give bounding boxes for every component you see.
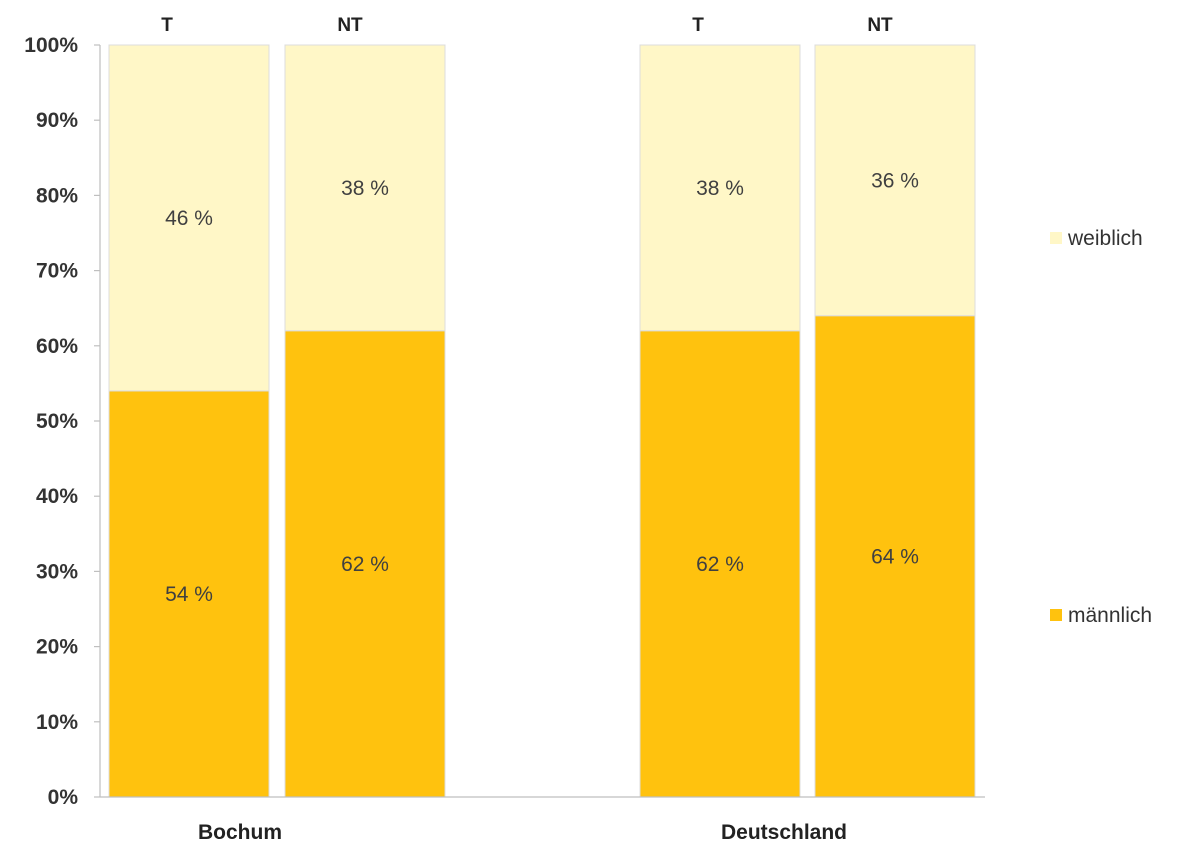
x-group-label: Bochum (198, 821, 282, 843)
x-group-label: Deutschland (721, 821, 847, 843)
legend-item: weiblich (1050, 227, 1143, 250)
data-label: 64 % (871, 545, 919, 568)
data-label: 38 % (341, 177, 389, 200)
bar-sub-label: T (692, 15, 704, 36)
legend-item: männlich (1050, 604, 1152, 627)
bar-segment-weiblich (639, 44, 801, 332)
bar-segment-maennlich (639, 330, 801, 798)
y-tick-label: 100% (24, 34, 78, 57)
data-label: 36 % (871, 169, 919, 192)
bar-segment-weiblich (284, 44, 446, 332)
bar-segment-maennlich (108, 390, 270, 798)
y-tick-label: 40% (36, 485, 78, 508)
bar-segment-weiblich (814, 44, 976, 317)
y-tick-label: 60% (36, 335, 78, 358)
legend: weiblich männlich (1050, 227, 1152, 627)
y-tick-label: 30% (36, 560, 78, 583)
bar-sub-label: NT (337, 15, 363, 36)
data-label: 62 % (696, 553, 744, 576)
x-axis: Bochum Deutschland (100, 796, 985, 843)
legend-swatch (1050, 609, 1062, 621)
legend-label: männlich (1068, 604, 1152, 627)
y-tick-label: 70% (36, 260, 78, 283)
legend-label: weiblich (1067, 227, 1143, 250)
legend-swatch (1050, 232, 1062, 244)
y-tick-label: 80% (36, 184, 78, 207)
y-tick-label: 20% (36, 636, 78, 659)
y-tick-label: 90% (36, 109, 78, 132)
bar-segment-weiblich (108, 44, 270, 392)
data-label: 54 % (165, 583, 213, 606)
data-label: 38 % (696, 177, 744, 200)
bars: 54 % 46 % T 62 % 38 % NT 62 % 38 % T 64 % 36 % NT (108, 15, 976, 798)
bar-segment-maennlich (814, 315, 976, 798)
bar-sub-label: NT (867, 15, 893, 36)
data-label: 62 % (341, 553, 389, 576)
y-tick-label: 10% (36, 711, 78, 734)
y-axis: 0% 10% 20% 30% 40% 50% 60% 70% 80% 90% 100% (24, 34, 101, 809)
y-tick-label: 50% (36, 410, 78, 433)
bar-sub-label: T (161, 15, 173, 36)
y-tick-label: 0% (48, 786, 79, 809)
data-label: 46 % (165, 207, 213, 230)
